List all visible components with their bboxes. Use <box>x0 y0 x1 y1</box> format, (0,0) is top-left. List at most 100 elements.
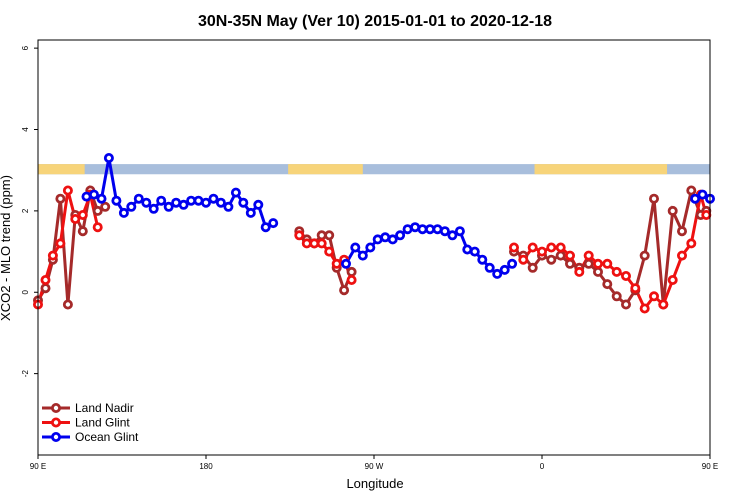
legend-label: Land Glint <box>75 416 130 430</box>
data-point <box>92 222 103 233</box>
data-point <box>677 226 688 237</box>
data-point <box>178 199 189 210</box>
series-points <box>33 152 716 314</box>
legend-swatch-point <box>51 431 62 442</box>
data-point <box>402 224 413 235</box>
data-point <box>477 254 488 265</box>
data-point <box>387 234 398 245</box>
data-point <box>546 242 557 253</box>
data-point <box>324 246 335 257</box>
data-point <box>630 283 641 294</box>
data-point <box>55 238 66 249</box>
legend-swatch-point <box>51 417 62 428</box>
y-tick-label: -2 <box>21 370 30 378</box>
y-tick-label: 0 <box>21 289 30 294</box>
land-band <box>288 164 363 175</box>
data-point <box>260 222 271 233</box>
data-point <box>527 242 538 253</box>
data-point <box>163 201 174 212</box>
y-axis: -2 0 2 4 6 <box>21 45 38 377</box>
data-point <box>555 250 566 261</box>
data-point <box>639 250 650 261</box>
data-point <box>546 254 557 265</box>
data-point <box>70 213 81 224</box>
data-point <box>686 185 697 196</box>
data-point <box>340 258 351 269</box>
data-point <box>658 299 669 310</box>
data-point <box>686 238 697 249</box>
data-point <box>555 242 566 253</box>
chart-title: 30N-35N May (Ver 10) 2015-01-01 to 2020-… <box>198 13 552 30</box>
data-point <box>507 258 518 269</box>
x-tick-label: 90 E <box>702 462 718 471</box>
data-point <box>469 246 480 257</box>
data-point <box>245 207 256 218</box>
legend-label: Ocean Glint <box>75 430 139 444</box>
data-point <box>215 197 226 208</box>
data-point <box>593 266 604 277</box>
land-mask-strip <box>38 164 710 175</box>
data-point <box>492 268 503 279</box>
data-point <box>294 230 305 241</box>
data-point <box>100 201 111 212</box>
data-point <box>499 264 510 275</box>
data-point <box>602 279 613 290</box>
x-tick-label: 90 W <box>365 462 384 471</box>
data-point <box>253 199 264 210</box>
data-point <box>324 230 335 241</box>
data-point <box>621 299 632 310</box>
data-point <box>484 262 495 273</box>
data-point <box>103 152 114 163</box>
land-band <box>38 164 85 175</box>
data-point <box>96 193 107 204</box>
y-tick-label: 4 <box>21 127 30 132</box>
data-point <box>395 230 406 241</box>
y-tick-label: 6 <box>21 45 30 50</box>
data-point <box>357 250 368 261</box>
data-point <box>339 285 350 296</box>
data-point <box>565 250 576 261</box>
data-point <box>439 226 450 237</box>
data-point <box>667 274 678 285</box>
data-point <box>537 246 548 257</box>
data-point <box>565 258 576 269</box>
data-point <box>81 191 92 202</box>
data-point <box>40 274 51 285</box>
x-axis: 90 E 180 90 W 0 90 E <box>30 455 718 471</box>
data-point <box>77 209 88 220</box>
data-point <box>639 303 650 314</box>
data-point <box>230 187 241 198</box>
x-axis-label: Longitude <box>346 476 403 491</box>
series-line <box>36 184 106 305</box>
data-point <box>92 205 103 216</box>
data-point <box>350 242 361 253</box>
series-line <box>513 185 708 307</box>
land-band <box>534 164 668 175</box>
data-point <box>527 262 538 273</box>
data-point <box>701 209 712 220</box>
data-point <box>611 291 622 302</box>
legend-swatch-point <box>51 402 62 413</box>
data-point <box>583 258 594 269</box>
data-point <box>156 195 167 206</box>
data-point <box>118 207 129 218</box>
data-point <box>697 189 708 200</box>
data-point <box>238 197 249 208</box>
data-point <box>649 291 660 302</box>
y-tick-label: 2 <box>21 208 30 213</box>
x-tick-label: 0 <box>540 462 545 471</box>
data-point <box>77 226 88 237</box>
data-point <box>508 242 519 253</box>
data-point <box>126 201 137 212</box>
data-point <box>89 189 100 200</box>
legend-label: Land Nadir <box>75 401 134 415</box>
data-point <box>47 250 58 261</box>
data-point <box>346 266 357 277</box>
data-point <box>62 299 73 310</box>
series-line <box>512 194 708 312</box>
data-point <box>223 201 234 212</box>
data-point <box>518 254 529 265</box>
data-point <box>148 203 159 214</box>
